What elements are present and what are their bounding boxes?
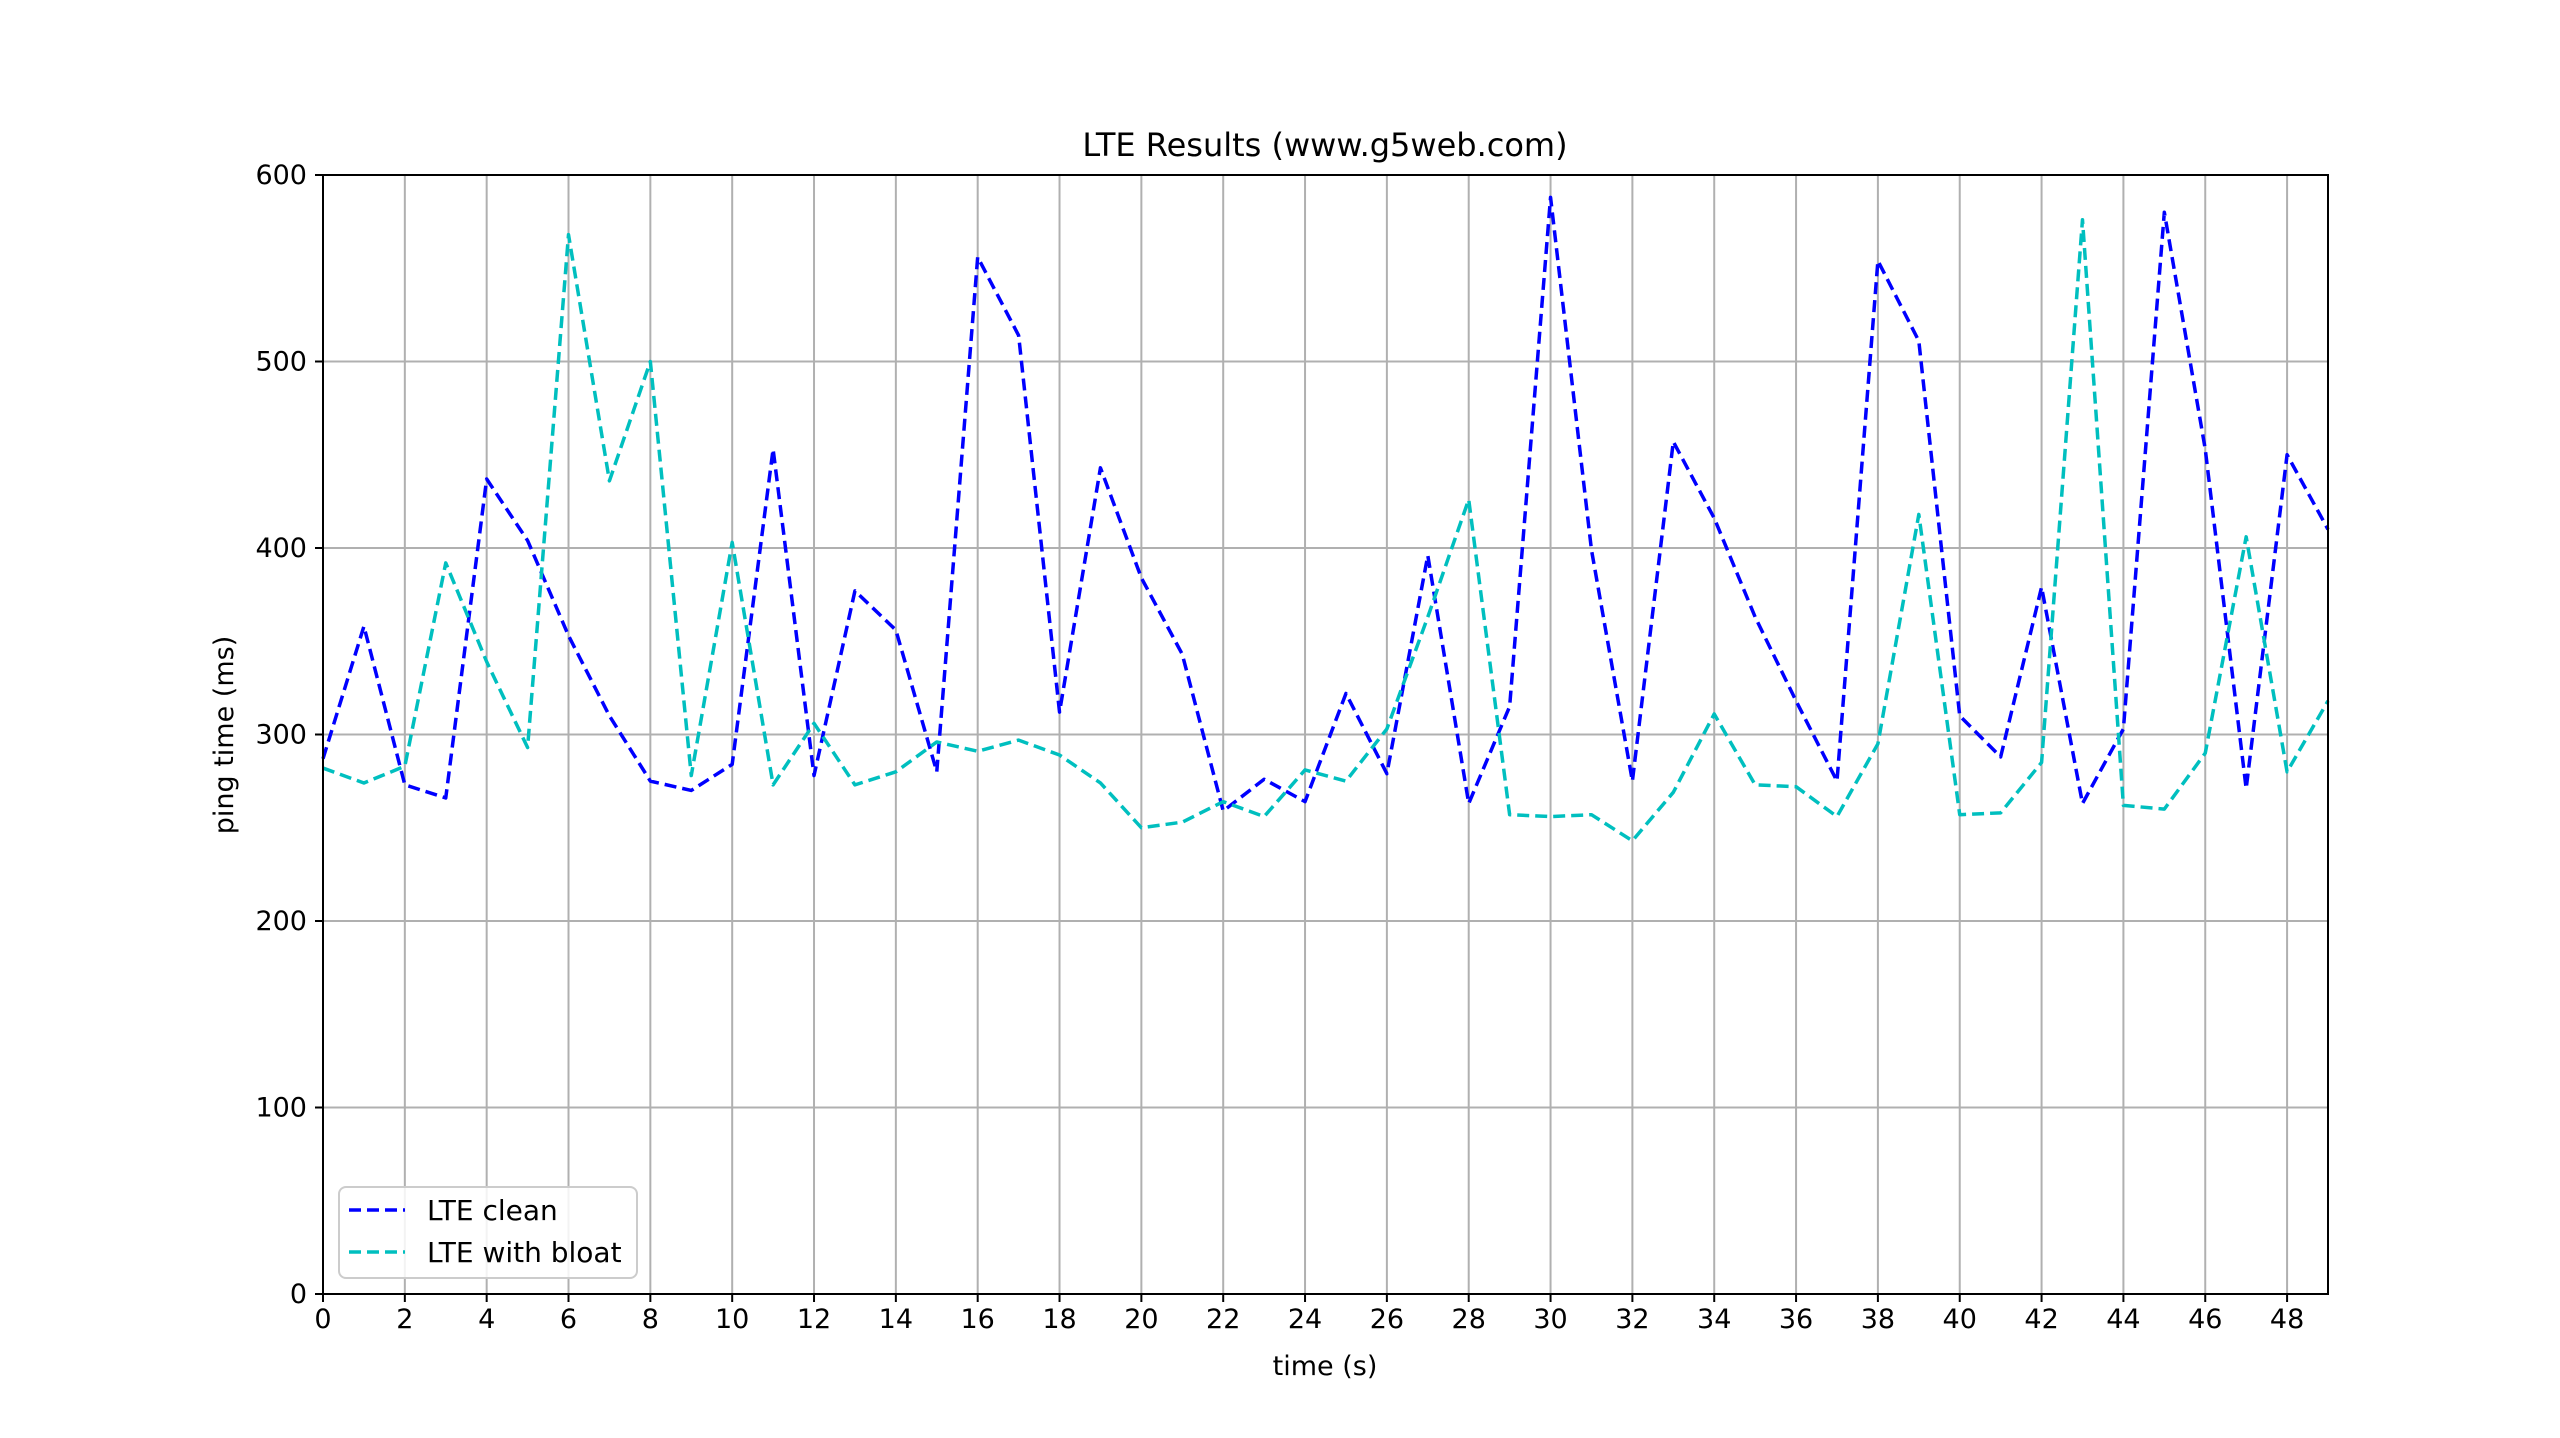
x-tick-label: 22	[1206, 1304, 1240, 1335]
y-tick-label: 300	[255, 720, 307, 751]
series-layer	[321, 195, 2330, 843]
x-tick-label: 42	[2024, 1304, 2058, 1335]
x-tick-label: 44	[2106, 1304, 2140, 1335]
y-axis-label: ping time (ms)	[209, 636, 240, 835]
y-tick-label: 400	[255, 533, 307, 564]
x-tick-label: 28	[1452, 1304, 1486, 1335]
x-tick-label: 38	[1861, 1304, 1895, 1335]
x-tick-label: 32	[1615, 1304, 1649, 1335]
x-tick-label: 20	[1124, 1304, 1158, 1335]
legend-box	[338, 1186, 638, 1279]
x-tick-label: 4	[478, 1304, 495, 1335]
legend-label-lte-clean: LTE clean	[427, 1194, 558, 1227]
x-tick-label: 46	[2188, 1304, 2222, 1335]
x-tick-label: 14	[879, 1304, 913, 1335]
x-tick-label: 30	[1533, 1304, 1567, 1335]
x-tick-label: 24	[1288, 1304, 1322, 1335]
y-tick-label: 600	[255, 160, 307, 191]
legend: LTE clean LTE with bloat	[338, 1186, 638, 1279]
legend-label-lte-with-bloat: LTE with bloat	[427, 1236, 622, 1269]
x-tick-label: 26	[1370, 1304, 1404, 1335]
x-tick-label: 16	[961, 1304, 995, 1335]
y-tick-label: 200	[255, 906, 307, 937]
x-tick-label: 40	[1943, 1304, 1977, 1335]
y-tick-label: 0	[290, 1279, 307, 1310]
y-tick-label: 100	[255, 1093, 307, 1124]
x-tick-label: 18	[1042, 1304, 1076, 1335]
x-tick-label: 8	[642, 1304, 659, 1335]
x-tick-label: 36	[1779, 1304, 1813, 1335]
x-tick-label: 0	[314, 1304, 331, 1335]
y-axis: 0 100 200 300 400 500 600	[255, 160, 323, 1310]
x-axis-label: time (s)	[1273, 1351, 1378, 1382]
y-tick-label: 500	[255, 347, 307, 378]
series-line-lte-with-bloat	[322, 218, 2330, 843]
x-tick-label: 6	[560, 1304, 577, 1335]
x-axis: 0 2 4 6 8 10 12 14 16 18 20 22 24 26 28 30 32 34 36 38 40 42 4…	[314, 1294, 2304, 1335]
x-tick-label: 48	[2270, 1304, 2304, 1335]
x-tick-label: 2	[396, 1304, 413, 1335]
x-tick-label: 10	[715, 1304, 749, 1335]
x-tick-label: 34	[1697, 1304, 1731, 1335]
series-line-lte-clean	[321, 195, 2330, 813]
x-tick-label: 12	[797, 1304, 831, 1335]
chart-title: LTE Results (www.g5web.com)	[1082, 126, 1567, 164]
